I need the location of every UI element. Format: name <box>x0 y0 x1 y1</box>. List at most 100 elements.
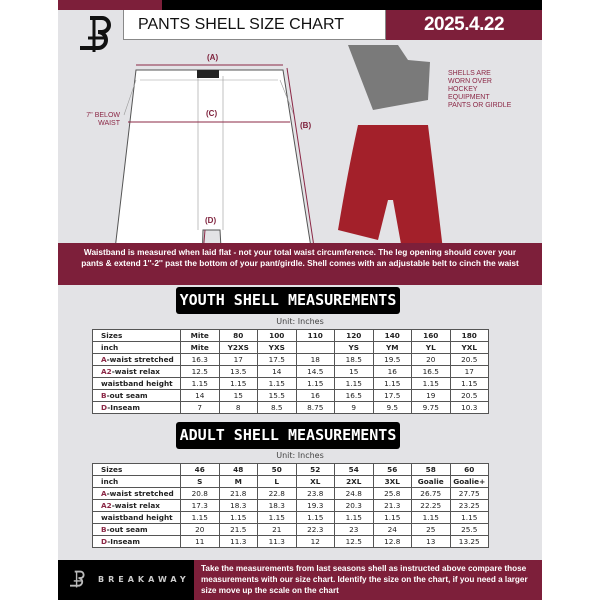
row-label: D-Inseam <box>92 535 181 548</box>
row-label-text: Sizes <box>101 330 123 340</box>
table-cell: 110 <box>295 329 335 342</box>
row-label: A2-waist relax <box>92 365 181 378</box>
adult-unit: Unit: Inches <box>276 451 324 460</box>
table-row: waistband height 1.15 1.15 1.15 1.15 1.15 1.15… <box>92 377 489 390</box>
pants-diagram <box>115 45 443 243</box>
table-cell: 1.15 <box>180 377 220 390</box>
table-cell: 10.3 <box>449 401 489 414</box>
table-cell: 13.5 <box>218 365 258 378</box>
row-label: waistband height <box>92 377 181 390</box>
table-cell: 50 <box>257 463 297 476</box>
table-row: inch S M L XL 2XL 3XL Goalie Goalie+ <box>92 475 489 488</box>
table-cell: 23.8 <box>295 487 335 500</box>
row-label-text: inch <box>101 342 119 352</box>
table-cell: 48 <box>218 463 258 476</box>
table-row: A-waist stretched 16.3 17 17.5 18 18.5 19.5 20 2… <box>92 353 489 366</box>
footer-brand-block <box>58 560 194 600</box>
table-cell: 1.15 <box>334 511 374 524</box>
table-cell: YL <box>411 341 451 354</box>
table-cell: 58 <box>411 463 451 476</box>
adult-section-title: ADULT SHELL MEASUREMENTS <box>176 422 400 449</box>
table-cell: 16.3 <box>180 353 220 366</box>
table-cell: 16 <box>295 389 335 402</box>
table-cell: 15 <box>334 365 374 378</box>
table-cell: 17 <box>218 353 258 366</box>
row-label-text: inch <box>101 476 119 486</box>
size-chart-page: PANTS SHELL SIZE CHART 2025.4.22 (A) (C)… <box>58 0 542 600</box>
table-cell: 1.15 <box>449 511 489 524</box>
table-cell: YM <box>372 341 412 354</box>
table-cell: 12.5 <box>180 365 220 378</box>
table-cell: 1.15 <box>218 511 258 524</box>
table-cell: L <box>257 475 297 488</box>
table-cell: Mite <box>180 341 220 354</box>
table-cell: 25.5 <box>449 523 489 536</box>
row-label-text: -waist stretched <box>106 354 174 364</box>
table-cell: 8.5 <box>257 401 297 414</box>
row-label-text: -waist relax <box>111 500 160 510</box>
table-cell: 21.3 <box>372 499 412 512</box>
table-cell: 46 <box>180 463 220 476</box>
table-row: B-out seam 20 21.5 21 22.3 23 24 25 25.5 <box>92 523 489 536</box>
table-cell: 22.25 <box>411 499 451 512</box>
table-cell: 1.15 <box>257 377 297 390</box>
row-label-text: waistband height <box>101 512 173 522</box>
table-cell: 19.3 <box>295 499 335 512</box>
table-cell: 20 <box>180 523 220 536</box>
table-cell: 1.15 <box>411 511 451 524</box>
measurement-note-banner: Waistband is measured when laid flat - n… <box>58 243 542 285</box>
table-row: A-waist stretched 20.8 21.8 22.8 23.8 24.8 25.… <box>92 487 489 500</box>
table-cell: 9.5 <box>372 401 412 414</box>
page-title: PANTS SHELL SIZE CHART <box>123 10 386 40</box>
footer-logo-icon <box>70 570 85 588</box>
table-cell: 24 <box>372 523 412 536</box>
label-c: (C) <box>206 109 218 118</box>
table-cell: 26.75 <box>411 487 451 500</box>
table-cell: 52 <box>295 463 335 476</box>
table-cell: 80 <box>218 329 258 342</box>
row-label: waistband height <box>92 511 181 524</box>
table-cell: 18.3 <box>257 499 297 512</box>
table-row: inch Mite Y2XS YXS YS YM YL YXL <box>92 341 489 354</box>
row-label: B-out seam <box>92 389 181 402</box>
c-note: 7'' BELOW WAIST <box>86 112 120 127</box>
table-cell: 8 <box>218 401 258 414</box>
table-cell: 17.5 <box>372 389 412 402</box>
belt-buckle <box>197 70 219 78</box>
table-cell: 54 <box>334 463 374 476</box>
footer-brand-name: BREAKAWAY <box>98 575 190 584</box>
date-badge: 2025.4.22 <box>386 10 542 40</box>
table-cell: 3XL <box>372 475 412 488</box>
table-cell: 16 <box>372 365 412 378</box>
table-cell: 100 <box>257 329 297 342</box>
table-row: Sizes Mite 80 100 110 120 140 160 180 <box>92 329 489 342</box>
brand-logo-icon <box>80 16 111 52</box>
table-cell: 9.75 <box>411 401 451 414</box>
table-cell: 20.5 <box>449 389 489 402</box>
table-cell: 14 <box>257 365 297 378</box>
table-cell: 20.3 <box>334 499 374 512</box>
table-cell: Goalie+ <box>449 475 489 488</box>
table-cell: XL <box>295 475 335 488</box>
table-cell: 19 <box>411 389 451 402</box>
youth-size-table: Sizes Mite 80 100 110 120 140 160 180 inch Mite Y2X… <box>92 329 489 414</box>
row-key: A <box>101 488 107 498</box>
table-cell: 18.5 <box>334 353 374 366</box>
table-cell: 14 <box>180 389 220 402</box>
youth-section-title: YOUTH SHELL MEASUREMENTS <box>176 287 400 314</box>
table-cell: 11.3 <box>218 535 258 548</box>
youth-unit: Unit: Inches <box>276 317 324 326</box>
table-cell: 8.75 <box>295 401 335 414</box>
table-cell: 17.3 <box>180 499 220 512</box>
table-cell: 25.8 <box>372 487 412 500</box>
table-cell: 11 <box>180 535 220 548</box>
row-label-text: -out seam <box>106 524 148 534</box>
table-cell: 19.5 <box>372 353 412 366</box>
table-cell: 21.5 <box>218 523 258 536</box>
row-label-text: Sizes <box>101 464 123 474</box>
table-cell: Mite <box>180 329 220 342</box>
row-label: A-waist stretched <box>92 353 181 366</box>
table-cell: 16.5 <box>334 389 374 402</box>
table-row: D-Inseam 7 8 8.5 8.75 9 9.5 9.75 10.3 <box>92 401 489 414</box>
table-cell: M <box>218 475 258 488</box>
